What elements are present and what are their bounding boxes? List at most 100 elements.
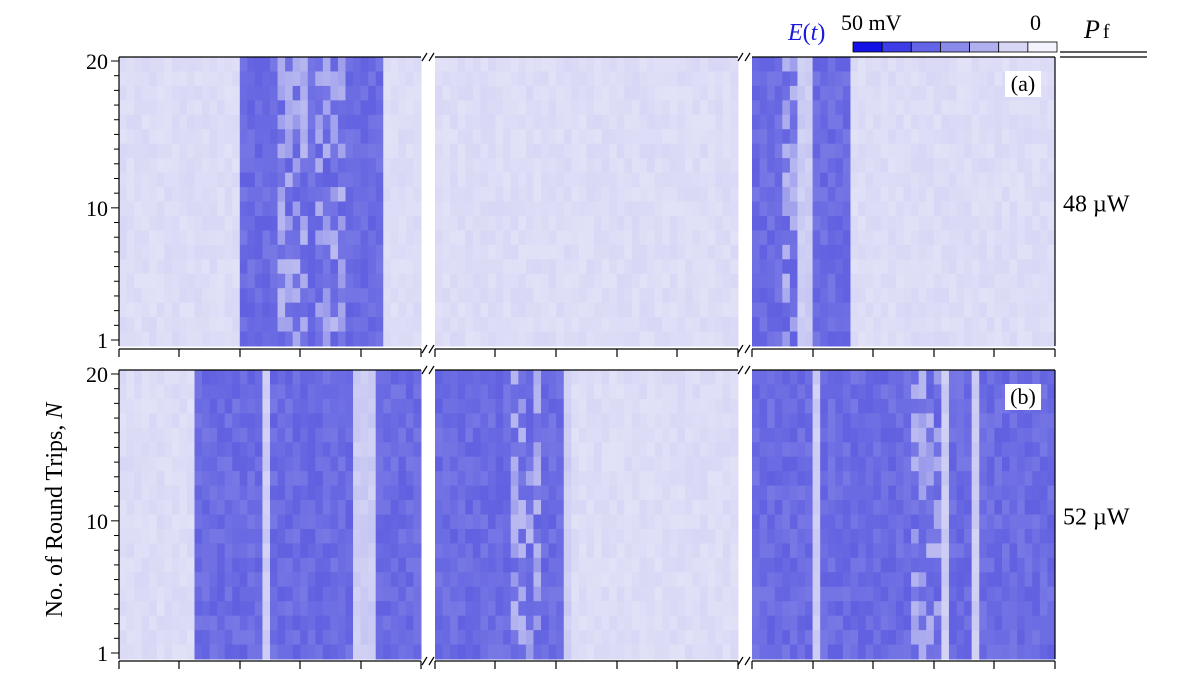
heatmap-cell <box>390 302 399 318</box>
heatmap-cell <box>918 331 927 347</box>
heatmap-cell <box>715 572 724 588</box>
heatmap-cell <box>239 557 248 573</box>
heatmap-cell <box>164 586 173 602</box>
heatmap-cell <box>1017 187 1026 202</box>
heatmap-cell <box>609 572 618 588</box>
heatmap-cell <box>631 442 641 458</box>
heatmap-cell <box>979 288 988 304</box>
heatmap-cell <box>994 644 1003 660</box>
heatmap-cell <box>994 413 1003 429</box>
heatmap-cell <box>239 201 248 217</box>
heatmap-cell <box>971 601 980 617</box>
heatmap-cell <box>548 557 557 573</box>
heatmap-cell <box>827 370 836 385</box>
heatmap-cell <box>994 57 1003 72</box>
heatmap-cell <box>164 630 173 646</box>
heatmap-cell <box>850 187 859 202</box>
heatmap-cell <box>186 543 195 559</box>
heatmap-cell <box>782 543 791 559</box>
heatmap-cell <box>789 427 798 443</box>
heatmap-cell <box>556 317 565 333</box>
heatmap-cell <box>586 528 595 544</box>
heatmap-cell <box>149 543 158 559</box>
heatmap-cell <box>541 485 550 501</box>
heatmap-cell <box>202 471 211 487</box>
heatmap-cell <box>360 413 369 429</box>
heatmap-cell <box>616 100 625 116</box>
heatmap-cell <box>730 172 739 188</box>
y-tick-label: 20 <box>86 49 108 74</box>
heatmap-cell <box>353 85 362 101</box>
heatmap-cell <box>134 572 143 588</box>
heatmap-cell <box>472 370 481 385</box>
heatmap-cell <box>375 528 384 544</box>
heatmap-cell <box>586 331 595 347</box>
heatmap-cell <box>457 471 466 487</box>
heatmap-cell <box>119 215 128 231</box>
axis-break-mark <box>428 656 435 666</box>
heatmap-cell <box>548 572 557 588</box>
heatmap-cell <box>782 114 791 130</box>
heatmap-cell <box>692 413 701 429</box>
heatmap-cell <box>503 485 512 501</box>
heatmap-cell <box>812 630 821 646</box>
heatmap-cell <box>722 201 731 217</box>
panel-segment <box>434 56 739 357</box>
heatmap-cell <box>472 398 481 414</box>
heatmap-cell <box>662 557 671 573</box>
heatmap-cell <box>518 413 527 429</box>
heatmap-cell <box>715 85 724 101</box>
heatmap-cell <box>903 172 912 188</box>
heatmap-cell <box>865 317 874 333</box>
heatmap-cell <box>1001 586 1011 602</box>
y-tick-label: 20 <box>86 362 108 387</box>
heatmap-cell <box>1047 514 1056 530</box>
heatmap-cell <box>217 129 226 145</box>
heatmap-cell <box>715 500 724 515</box>
heatmap-cell <box>571 370 580 385</box>
heatmap-cell <box>730 129 739 145</box>
heatmap-cell <box>247 230 256 246</box>
heatmap-cell <box>224 500 233 515</box>
heatmap-cell <box>495 601 504 617</box>
heatmap-cell <box>647 384 656 400</box>
heatmap-cell <box>277 370 286 385</box>
heatmap-cell <box>186 273 195 289</box>
heatmap-cell <box>858 500 867 515</box>
heatmap-cell <box>873 398 882 414</box>
heatmap-cell <box>835 100 844 116</box>
heatmap-cell <box>345 370 354 385</box>
heatmap-cell <box>903 557 912 573</box>
heatmap-cell <box>239 288 248 304</box>
heatmap-cell <box>330 230 339 246</box>
heatmap-cell <box>209 413 218 429</box>
heatmap-cell <box>609 215 618 231</box>
heatmap-cell <box>457 158 466 174</box>
heatmap-cell <box>835 514 844 530</box>
heatmap-cell <box>307 317 316 333</box>
heatmap-cell <box>835 442 844 458</box>
heatmap-cell <box>707 317 716 333</box>
heatmap-cell <box>895 85 904 101</box>
heatmap-cell <box>586 317 595 333</box>
heatmap-cell <box>926 586 935 602</box>
heatmap-cell <box>495 456 504 472</box>
heatmap-cell <box>774 601 783 617</box>
heatmap-cell <box>1047 630 1056 646</box>
heatmap-cell <box>707 370 716 385</box>
heatmap-cell <box>654 71 663 87</box>
heatmap-cell <box>677 244 686 260</box>
heatmap-cell <box>300 288 309 304</box>
heatmap-cell <box>1017 413 1026 429</box>
heatmap-cell <box>1009 427 1018 443</box>
heatmap-cell <box>548 215 557 231</box>
heatmap-cell <box>948 201 958 217</box>
heatmap-cell <box>903 129 912 145</box>
heatmap-cell <box>715 114 724 130</box>
heatmap-cell <box>375 172 384 188</box>
heatmap-cell <box>126 201 135 217</box>
heatmap-cell <box>722 100 731 116</box>
heatmap-cell <box>510 172 519 188</box>
heatmap-cell <box>435 57 444 72</box>
heatmap-cell <box>669 514 678 530</box>
